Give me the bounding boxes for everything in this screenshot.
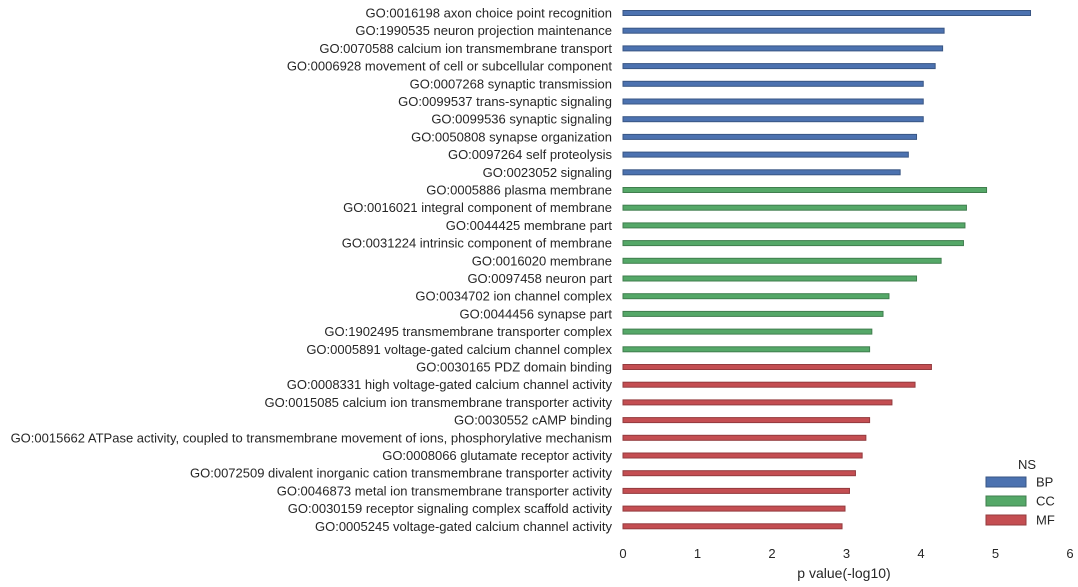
bar-mf [622, 381, 916, 388]
bar-mf [622, 470, 856, 477]
legend: NS BP CC MF [985, 457, 1055, 528]
category-label: GO:0031224 intrinsic component of membra… [342, 236, 612, 251]
x-tick-label: 4 [917, 546, 924, 561]
bar-bp [622, 27, 945, 34]
category-label: GO:0099537 trans-synaptic signaling [398, 94, 612, 109]
bar-bp [622, 10, 1032, 16]
category-label: GO:0008066 glutamate receptor activity [382, 448, 612, 463]
category-label: GO:1902495 transmembrane transporter com… [324, 324, 612, 339]
bar-cc [622, 240, 964, 247]
bar-mf [622, 487, 850, 494]
bar-bp [622, 116, 924, 123]
category-label: GO:0016021 integral component of membran… [343, 200, 612, 215]
category-label: GO:0097458 neuron part [467, 271, 612, 286]
category-label: GO:0008331 high voltage-gated calcium ch… [287, 377, 613, 392]
bar-mf [622, 399, 893, 406]
category-label: GO:0015085 calcium ion transmembrane tra… [264, 395, 612, 410]
category-label: GO:0050808 synapse organization [411, 129, 612, 144]
category-label: GO:0099536 synaptic signaling [431, 112, 612, 127]
category-label: GO:0046873 metal ion transmembrane trans… [277, 483, 613, 498]
category-label: GO:0044456 synapse part [460, 306, 613, 321]
category-label: GO:0016198 axon choice point recognition [366, 6, 612, 21]
category-label: GO:0007268 synaptic transmission [410, 76, 612, 91]
legend-label-bp: BP [1036, 475, 1053, 490]
bar-cc [622, 204, 967, 211]
bars-layer [622, 10, 1032, 530]
category-label: GO:0072509 divalent inorganic cation tra… [190, 466, 612, 481]
legend-swatch-cc [985, 495, 1027, 507]
bar-cc [622, 222, 966, 229]
x-axis-title: p value(-log10) [797, 565, 890, 581]
bar-cc [622, 310, 884, 317]
category-label: GO:0030165 PDZ domain binding [416, 360, 612, 375]
category-label: GO:0030159 receptor signaling complex sc… [288, 501, 613, 516]
legend-title: NS [1018, 457, 1036, 472]
category-label: GO:0005245 voltage-gated calcium channel… [315, 519, 613, 534]
category-label: GO:0034702 ion channel complex [415, 289, 612, 304]
x-tick-label: 1 [694, 546, 701, 561]
category-label: GO:0015662 ATPase activity, coupled to t… [11, 430, 612, 445]
legend-swatch-bp [985, 476, 1027, 488]
category-label: GO:0044425 membrane part [446, 218, 613, 233]
bar-bp [622, 63, 936, 70]
bar-mf [622, 523, 843, 530]
bar-mf [622, 505, 846, 512]
x-tick-label: 0 [619, 546, 626, 561]
bar-cc [622, 328, 873, 335]
bar-bp [622, 133, 918, 140]
legend-label-mf: MF [1036, 513, 1055, 528]
category-label: GO:0005886 plasma membrane [426, 183, 612, 198]
x-tick-label: 2 [768, 546, 775, 561]
category-labels: GO:0016198 axon choice point recognition… [11, 6, 613, 534]
bar-cc [622, 346, 871, 353]
legend-swatch-mf [985, 514, 1027, 526]
bar-mf [622, 364, 932, 370]
x-axis-ticks: 0 1 2 3 4 5 6 [619, 546, 1073, 561]
category-label: GO:0005891 voltage-gated calcium channel… [306, 342, 612, 357]
bar-bp [622, 169, 901, 176]
bar-bp [622, 98, 924, 105]
legend-label-cc: CC [1036, 494, 1055, 509]
x-tick-label: 3 [843, 546, 850, 561]
bar-cc [622, 187, 988, 193]
bar-bp [622, 45, 944, 52]
x-tick-label: 5 [992, 546, 999, 561]
bar-cc [622, 293, 890, 300]
category-label: GO:0006928 movement of cell or subcellul… [287, 59, 613, 74]
bar-cc [622, 257, 942, 264]
category-label: GO:0016020 membrane [472, 253, 612, 268]
category-label: GO:0023052 signaling [483, 165, 612, 180]
bar-mf [622, 417, 871, 424]
x-tick-label: 6 [1066, 546, 1073, 561]
category-label: GO:0070588 calcium ion transmembrane tra… [319, 41, 612, 56]
category-label: GO:0030552 cAMP binding [454, 413, 612, 428]
category-label: GO:1990535 neuron projection maintenance [355, 23, 612, 38]
bar-cc [622, 275, 918, 282]
bar-mf [622, 434, 867, 441]
bar-mf [622, 452, 863, 459]
bar-bp [622, 80, 924, 87]
category-label: GO:0097264 self proteolysis [448, 147, 613, 162]
bar-bp [622, 151, 909, 158]
